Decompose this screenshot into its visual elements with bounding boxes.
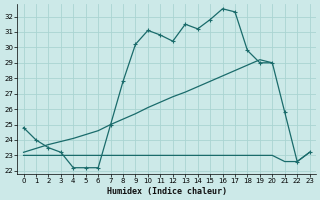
X-axis label: Humidex (Indice chaleur): Humidex (Indice chaleur) <box>107 187 227 196</box>
